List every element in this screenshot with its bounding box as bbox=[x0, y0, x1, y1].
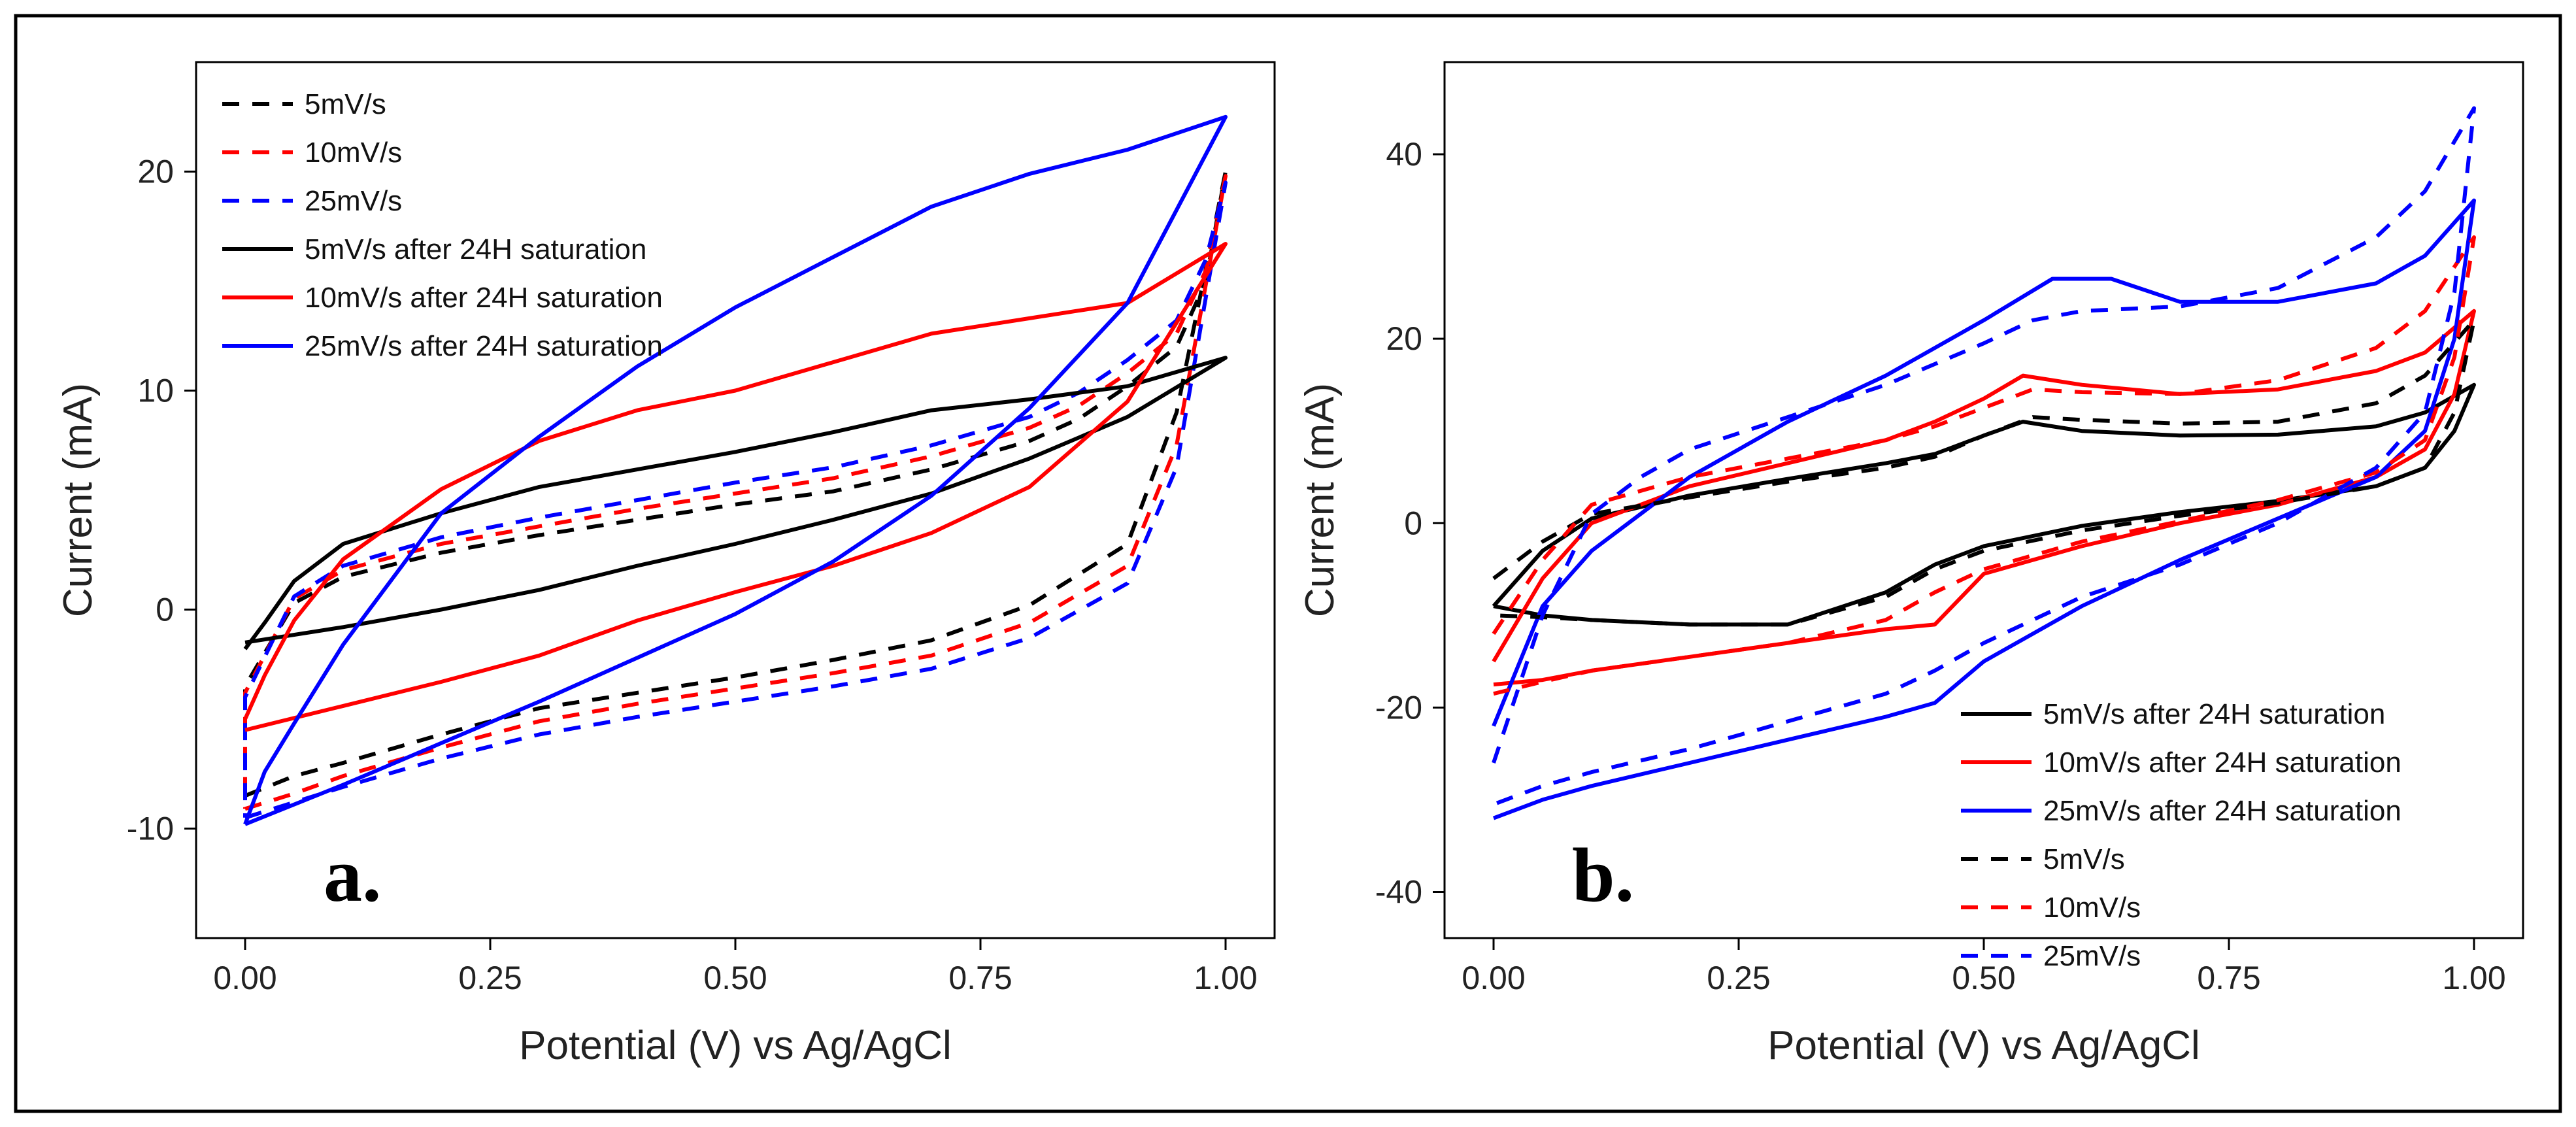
panel-a-legend-label-1: 10mV/s bbox=[305, 137, 402, 169]
panel-b-legend-label-2: 25mV/s after 24H saturation bbox=[2043, 795, 2401, 827]
panel-b-series-5 bbox=[1492, 106, 2476, 807]
panel-a-series-0 bbox=[243, 169, 1228, 798]
panel-b-legend-label-1: 10mV/s after 24H saturation bbox=[2043, 747, 2401, 779]
panel-b-series-0 bbox=[1492, 382, 2476, 627]
panel-b-xtick-label-4: 1.00 bbox=[2442, 960, 2505, 996]
panel-b-series bbox=[1492, 106, 2476, 820]
panel-a: 0.00 0.25 0.50 0.75 1.00 -10 0 10 20 Potential (… bbox=[56, 61, 1276, 1068]
panel-a-legend-label-5: 25mV/s after 24H saturation bbox=[305, 330, 663, 362]
panel-a-ytick-label-0: -10 bbox=[127, 811, 174, 847]
panel-a-legend: 5mV/s 10mV/s 25mV/s 5mV/s after 24H saturat… bbox=[222, 88, 663, 362]
panel-a-xlabel: Potential (V) vs Ag/AgCl bbox=[519, 1023, 952, 1068]
panel-a-legend-label-2: 25mV/s bbox=[305, 185, 402, 217]
panel-b-tick-labels: 0.00 0.25 0.50 0.75 1.00 -40 -20 0 20 40 bbox=[1375, 136, 2506, 996]
panel-b-xtick-label-1: 0.25 bbox=[1707, 960, 1770, 996]
panel-b-xtick-label-3: 0.75 bbox=[2197, 960, 2260, 996]
panel-b-legend-label-4: 10mV/s bbox=[2043, 892, 2141, 924]
panel-b-xtick-label-2: 0.50 bbox=[1952, 960, 2015, 996]
panel-a-ytick-label-2: 10 bbox=[137, 373, 174, 409]
panel-a-xtick-label-2: 0.50 bbox=[703, 960, 767, 996]
panel-b-label: b. bbox=[1572, 832, 1634, 918]
panel-b-legend-label-5: 25mV/s bbox=[2043, 940, 2141, 972]
panel-b-ytick-label-4: 40 bbox=[1386, 136, 1422, 173]
panel-a-xtick-label-1: 0.25 bbox=[458, 960, 522, 996]
panel-a-series bbox=[243, 114, 1228, 826]
panel-b-legend-label-0: 5mV/s after 24H saturation bbox=[2043, 698, 2385, 730]
panel-a-series-3 bbox=[243, 356, 1228, 650]
panel-a-legend-label-3: 5mV/s after 24H saturation bbox=[305, 233, 646, 265]
panel-b-ytick-label-2: 0 bbox=[1404, 505, 1422, 541]
panel-b-xtick-label-0: 0.00 bbox=[1462, 960, 1525, 996]
panel-a-legend-label-4: 10mV/s after 24H saturation bbox=[305, 282, 663, 314]
panel-a-tick-labels: 0.00 0.25 0.50 0.75 1.00 -10 0 10 20 bbox=[127, 154, 1258, 997]
panel-b-series-4 bbox=[1492, 235, 2476, 696]
panel-a-ytick-label-3: 20 bbox=[137, 154, 174, 190]
panel-b-series-2 bbox=[1492, 198, 2476, 820]
panel-b-ytick-label-3: 20 bbox=[1386, 320, 1422, 357]
panel-b-ytick-label-1: -20 bbox=[1375, 689, 1422, 726]
panel-a-ticks bbox=[184, 171, 1227, 950]
panel-a-xtick-label-4: 1.00 bbox=[1194, 960, 1257, 996]
figure-outer-border bbox=[14, 14, 2562, 1113]
panel-b-legend: 5mV/s after 24H saturation 10mV/s after 2… bbox=[1961, 698, 2401, 972]
panel-a-ylabel: Current (mA) bbox=[56, 383, 101, 617]
panel-b-xlabel: Potential (V) vs Ag/AgCl bbox=[1767, 1023, 2200, 1068]
panel-a-series-5 bbox=[243, 114, 1228, 826]
panel-a-xtick-label-0: 0.00 bbox=[213, 960, 276, 996]
panel-b-ylabel: Current (mA) bbox=[1297, 383, 1343, 617]
panel-a-label: a. bbox=[324, 832, 382, 918]
panel-b-ticks bbox=[1433, 153, 2475, 950]
panel-a-ytick-label-1: 0 bbox=[156, 592, 174, 628]
panel-b-legend-label-3: 5mV/s bbox=[2043, 843, 2125, 875]
panel-a-xtick-label-3: 0.75 bbox=[948, 960, 1012, 996]
panel-a-series-2 bbox=[243, 180, 1228, 820]
panel-a-legend-label-0: 5mV/s bbox=[305, 88, 386, 120]
panel-b-ytick-label-0: -40 bbox=[1375, 873, 1422, 910]
panel-b: 0.00 0.25 0.50 0.75 1.00 -40 -20 0 20 40 Potentia… bbox=[1297, 61, 2524, 1068]
